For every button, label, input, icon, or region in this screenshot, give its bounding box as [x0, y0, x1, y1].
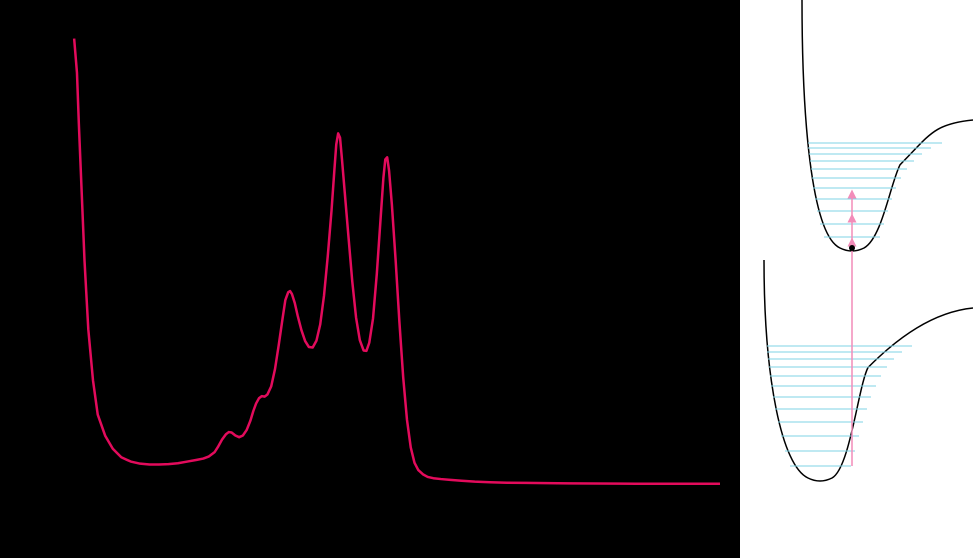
upper-min-dot: [849, 245, 855, 251]
x-tick-label: 200: [48, 511, 72, 527]
x-tick-label: 900: [708, 511, 732, 527]
x-tick-label: 300: [143, 511, 167, 527]
x-tick-label: 700: [520, 511, 544, 527]
x-tick-label: 400: [237, 511, 261, 527]
x-axis-label: λ / nm: [367, 533, 411, 550]
figure: 200 300 400 500 600 700 800 900 λ / nm: [0, 0, 973, 558]
x-tick-label: 800: [614, 511, 638, 527]
x-tick-label: 500: [331, 511, 355, 527]
right-panel-bg: [740, 0, 973, 558]
x-tick-label: 600: [425, 511, 449, 527]
